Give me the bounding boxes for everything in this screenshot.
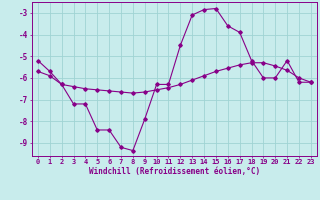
X-axis label: Windchill (Refroidissement éolien,°C): Windchill (Refroidissement éolien,°C): [89, 167, 260, 176]
